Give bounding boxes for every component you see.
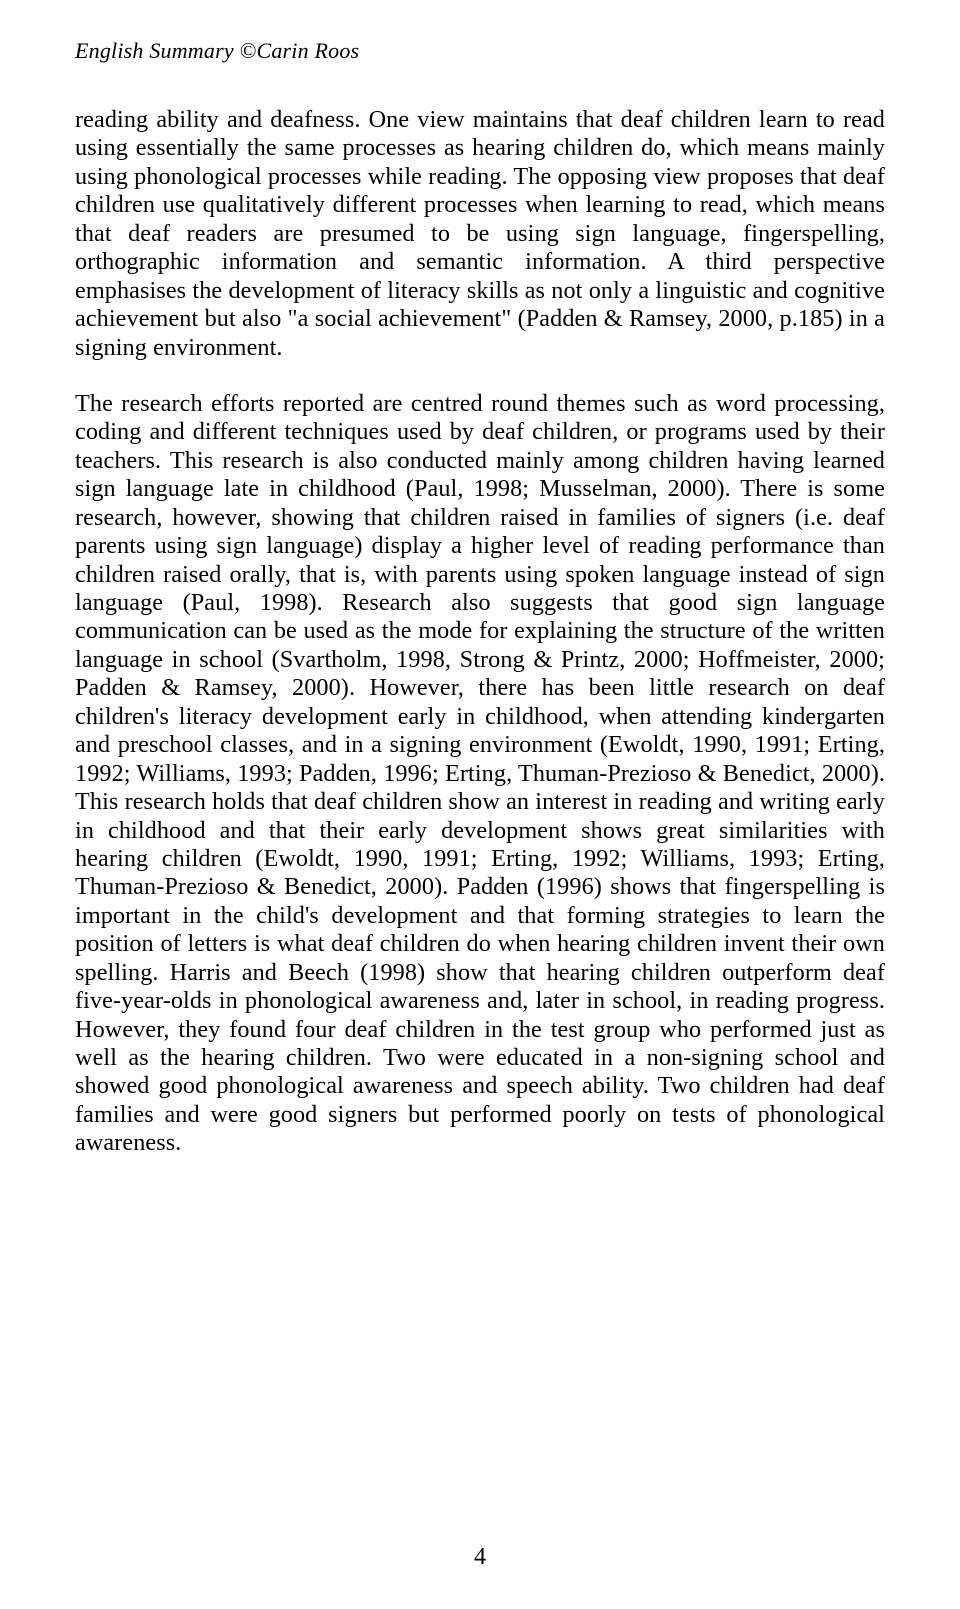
page-header: English Summary ©Carin Roos	[75, 38, 885, 64]
page-number: 4	[0, 1544, 960, 1571]
document-page: English Summary ©Carin Roos reading abil…	[0, 0, 960, 1609]
body-paragraph-1: reading ability and deafness. One view m…	[75, 106, 885, 362]
body-paragraph-2: The research efforts reported are centre…	[75, 390, 885, 1158]
